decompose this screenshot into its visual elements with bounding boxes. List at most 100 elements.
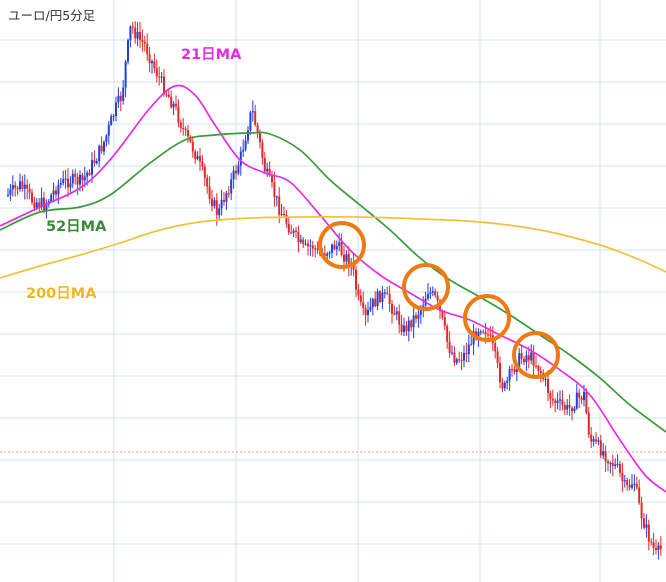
candle-body	[340, 242, 343, 255]
candle-body	[470, 344, 473, 346]
candle-body	[571, 407, 573, 412]
candle-body	[105, 135, 108, 142]
candle-body	[652, 542, 655, 548]
candle-body	[206, 177, 209, 187]
candle-body	[283, 214, 285, 215]
candle-body	[640, 502, 643, 519]
candle-body	[405, 325, 408, 332]
candle-body	[333, 244, 336, 250]
candle-body	[134, 27, 137, 39]
ma21-line	[0, 84, 666, 493]
candle-body	[573, 408, 576, 411]
candle-body	[477, 332, 480, 340]
candle-body	[465, 353, 468, 355]
candle-body	[563, 405, 566, 410]
candle-body	[155, 68, 158, 77]
candle-body	[357, 289, 360, 296]
candle-body	[309, 245, 312, 247]
candle-body	[151, 61, 153, 64]
candle-body	[290, 232, 293, 234]
candle-body	[398, 311, 401, 325]
candle-body	[220, 199, 223, 209]
candle-body	[76, 176, 79, 185]
candle-body	[268, 168, 271, 175]
candle-body	[619, 463, 621, 473]
candle-body	[364, 307, 367, 316]
highlight-circle	[463, 294, 511, 342]
candle-body	[263, 158, 266, 172]
candle-body	[235, 170, 237, 174]
candle-body	[352, 262, 355, 270]
candle-body	[628, 485, 631, 488]
candle-body	[287, 223, 290, 233]
candle-body	[225, 193, 228, 202]
candle-body	[285, 214, 288, 224]
candle-body	[266, 168, 269, 172]
candle-body	[33, 202, 36, 208]
candle-body	[431, 291, 434, 293]
candle-body	[434, 291, 437, 296]
candle-body	[163, 76, 165, 95]
candle-body	[127, 40, 129, 62]
candle-body	[561, 399, 564, 406]
candle-body	[316, 248, 319, 250]
candle-body	[566, 404, 569, 410]
candle-body	[69, 183, 72, 188]
candle-body	[657, 545, 660, 550]
candle-body	[511, 369, 513, 370]
candle-body	[218, 208, 221, 216]
candle-body	[537, 365, 540, 371]
candle-body	[532, 352, 535, 366]
candle-body	[436, 295, 439, 301]
candle-body	[158, 76, 161, 78]
candle-body	[184, 128, 187, 131]
candle-body	[254, 111, 257, 125]
chart-title: ユーロ/円5分足	[8, 8, 96, 23]
candle-body	[107, 124, 110, 136]
candle-body	[328, 252, 331, 254]
candle-body	[175, 103, 177, 107]
candle-body	[643, 518, 645, 528]
candle-body	[355, 269, 357, 290]
candle-body	[616, 463, 619, 465]
candle-body	[259, 132, 261, 143]
candle-body	[455, 359, 458, 363]
candle-body	[295, 230, 297, 232]
candle-body	[623, 480, 626, 482]
candle-body	[21, 181, 24, 189]
highlight-circles	[318, 221, 560, 379]
candle-body	[503, 382, 506, 389]
candle-body	[153, 61, 156, 69]
candle-body	[407, 320, 410, 332]
candle-body	[64, 178, 67, 180]
candle-body	[182, 128, 185, 129]
ma200-label: 200日MA	[26, 285, 97, 302]
candle-body	[391, 303, 393, 314]
candle-body	[249, 112, 252, 131]
candle-body	[501, 382, 504, 389]
candle-body	[609, 462, 612, 464]
candle-body	[19, 181, 21, 190]
candle-body	[535, 365, 537, 367]
candle-body	[518, 353, 521, 369]
candle-body	[515, 368, 518, 372]
candle-body	[143, 41, 146, 44]
candle-body	[621, 472, 624, 482]
candle-body	[326, 253, 329, 256]
candle-body	[403, 325, 405, 333]
candle-body	[52, 190, 55, 195]
candle-body	[359, 295, 362, 303]
candle-body	[139, 31, 141, 40]
candle-body	[110, 116, 113, 125]
candle-body	[122, 87, 125, 101]
candle-body	[16, 187, 19, 190]
ma21-label: 21日MA	[181, 46, 242, 63]
candle-body	[57, 184, 60, 195]
candle-body	[374, 298, 377, 307]
candle-body	[237, 165, 240, 174]
candle-body	[633, 483, 636, 485]
candle-body	[323, 253, 326, 256]
candle-body	[595, 439, 597, 442]
candle-body	[7, 194, 9, 196]
